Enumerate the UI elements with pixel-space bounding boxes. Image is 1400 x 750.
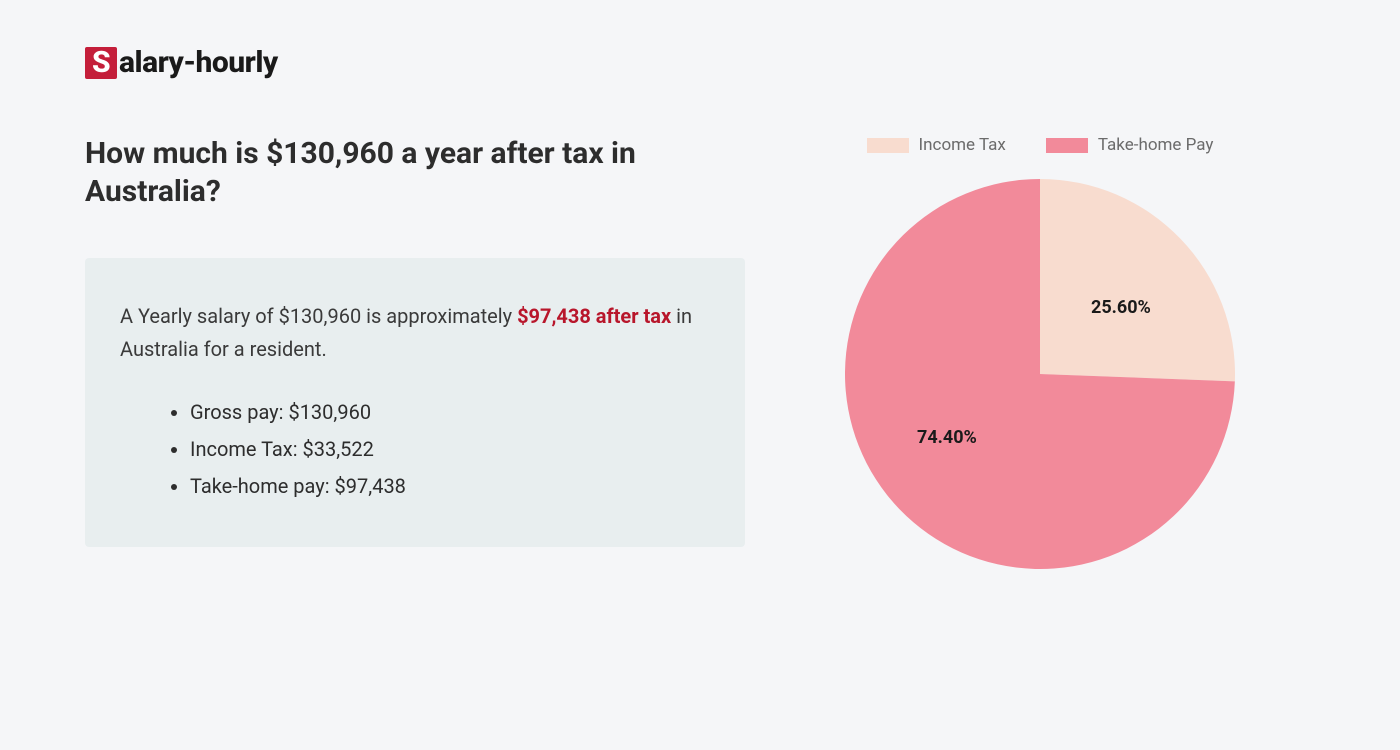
summary-text: A Yearly salary of $130,960 is approxima… <box>120 300 710 366</box>
content-row: How much is $130,960 a year after tax in… <box>85 135 1315 569</box>
list-item: Take-home pay: $97,438 <box>190 468 710 505</box>
logo-s-icon: S <box>85 47 117 79</box>
site-logo: Salary-hourly <box>85 45 1315 80</box>
summary-box: A Yearly salary of $130,960 is approxima… <box>85 258 745 547</box>
pie-slice <box>1040 179 1235 381</box>
left-column: How much is $130,960 a year after tax in… <box>85 135 745 547</box>
chart-legend: Income Tax Take-home Pay <box>867 135 1214 155</box>
page-root: Salary-hourly How much is $130,960 a yea… <box>0 0 1400 614</box>
legend-swatch-take-home <box>1046 138 1088 153</box>
breakdown-list: Gross pay: $130,960 Income Tax: $33,522 … <box>120 394 710 505</box>
legend-item: Income Tax <box>867 135 1006 155</box>
page-title: How much is $130,960 a year after tax in… <box>85 135 745 210</box>
legend-label: Income Tax <box>919 135 1006 155</box>
legend-swatch-income-tax <box>867 138 909 153</box>
pie-svg <box>845 179 1235 569</box>
pie-chart: 25.60% 74.40% <box>845 179 1235 569</box>
logo-text: alary-hourly <box>119 45 278 80</box>
summary-highlight: $97,438 after tax <box>517 304 671 328</box>
chart-column: Income Tax Take-home Pay 25.60% 74.40% <box>825 135 1255 569</box>
list-item: Income Tax: $33,522 <box>190 431 710 468</box>
slice-label-take-home: 74.40% <box>917 427 977 448</box>
summary-pre: A Yearly salary of $130,960 is approxima… <box>120 304 517 328</box>
slice-label-income-tax: 25.60% <box>1091 297 1151 318</box>
legend-label: Take-home Pay <box>1098 135 1214 155</box>
legend-item: Take-home Pay <box>1046 135 1214 155</box>
list-item: Gross pay: $130,960 <box>190 394 710 431</box>
